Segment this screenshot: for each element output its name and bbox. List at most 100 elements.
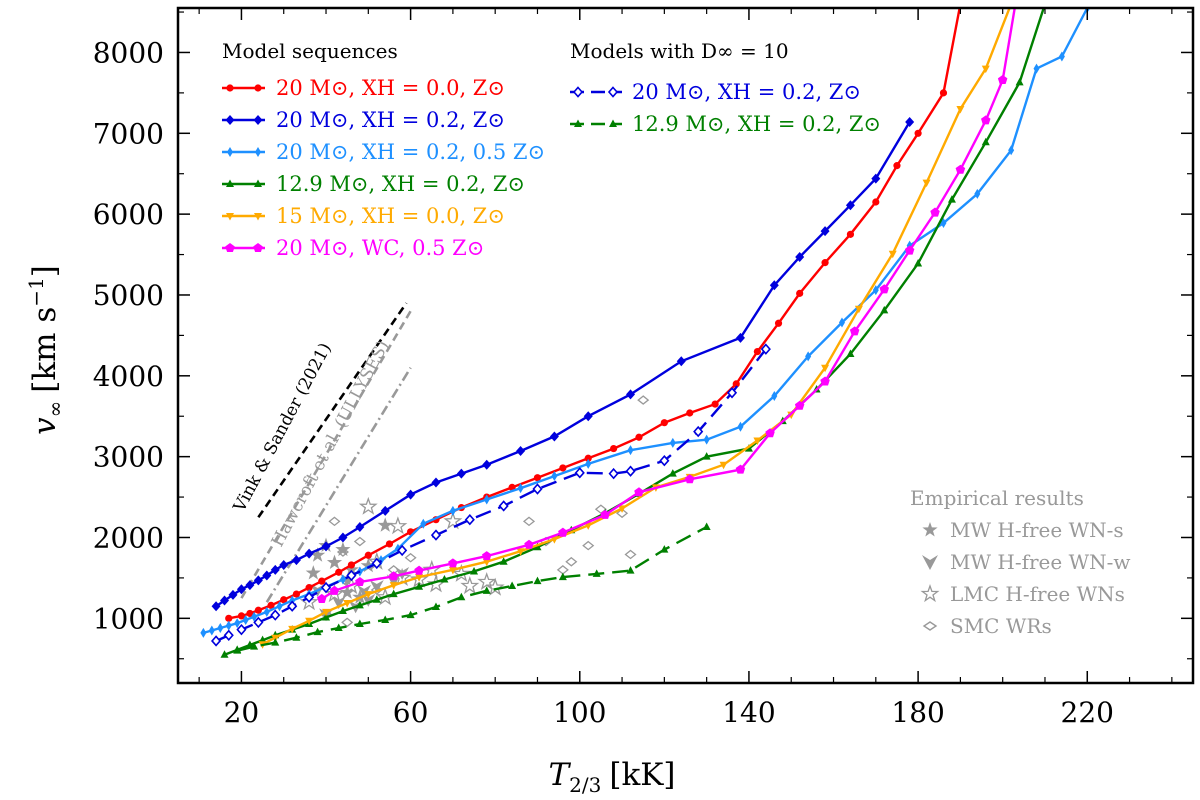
data-point [372,595,381,603]
data-point [914,258,923,267]
data-point [380,505,390,516]
data-point [292,633,301,641]
data-point [888,250,897,259]
data-point [753,437,762,445]
data-point [1008,145,1015,156]
data-point [322,613,331,621]
data-point [381,615,390,623]
legend-model-label: 20 M⊙, WC, 0.5 Z⊙ [276,236,484,260]
data-point [385,540,394,548]
data-point [388,571,399,581]
smc-wr-point [582,540,595,551]
data-point [234,618,241,629]
smc-wr-point [522,516,536,527]
y-tick-label: 5000 [93,279,164,312]
data-point [914,129,922,137]
data-point [854,305,863,314]
y-tick-label: 6000 [93,198,164,231]
data-point [771,391,778,402]
data-point [200,627,207,638]
data-point [634,487,644,497]
smc-wr-point [336,547,349,557]
data-point [584,454,592,462]
data-point [820,376,830,386]
data-point [753,347,761,356]
lmc-wn-point [443,511,463,530]
data-point [1058,51,1065,62]
data-point [347,561,355,569]
reference-line-1 [240,310,412,599]
data-point [610,444,618,453]
y-tick-label: 8000 [93,36,164,69]
data-point [524,539,534,549]
data-point [558,572,567,581]
data-point [355,521,365,532]
data-point [559,464,567,472]
data-point [313,627,322,636]
data-point [955,164,966,174]
smc-wr-point [404,552,417,563]
data-point [318,577,326,585]
data-point [794,400,805,410]
data-point [893,162,901,170]
data-point [305,617,314,626]
data-point [872,285,879,296]
legend-model-label: 15 M⊙, XH = 0.0, Z⊙ [276,204,505,228]
data-point [250,642,259,650]
legend-empirical-label: LMC H-free WNs [950,582,1125,606]
data-point [406,610,415,619]
data-point [210,635,222,647]
data-point [726,387,738,399]
data-point [321,541,331,552]
data-point [627,445,634,456]
data-point [871,173,881,184]
mw-wn-s-point [360,557,376,573]
data-point [339,574,346,585]
data-point [849,326,860,336]
legend-empirical-marker [922,555,938,570]
legend-empirical-marker [920,584,940,603]
series-20-m-xh-0-2-z [211,116,915,612]
data-point [533,576,542,585]
legend-model-swatch-marker [226,179,234,187]
data-point [457,592,466,601]
data-point [406,489,416,500]
legend-model-swatch-marker [225,243,235,252]
series-15-m-xh-0-0-z [258,8,1012,649]
data-point [415,582,424,590]
data-point [821,259,829,267]
legend-model-swatch-marker [253,243,263,252]
lmc-wn-point [451,563,471,582]
data-point [415,574,424,582]
data-point [981,115,991,125]
x-tick-label: 140 [722,696,775,729]
data-point [251,611,258,622]
data-point [1041,0,1049,7]
data-point [703,434,710,445]
data-point [420,518,427,529]
data-point [517,483,524,494]
data-point [456,468,466,479]
data-point [668,469,677,477]
data-point [317,593,327,603]
plot-frame [176,6,1195,685]
data-point [820,226,830,237]
data-point [304,591,315,604]
legend-empirical-label: MW H-free WN-s [950,518,1124,542]
legend-model-swatch-marker [254,213,262,221]
data-point [334,623,343,632]
mw-wn-s-point [335,541,351,557]
y-tick-label: 4000 [93,360,164,393]
data-point [355,600,364,609]
data-point [765,428,775,438]
data-point [939,89,948,97]
smc-wr-point [616,508,629,519]
data-point [223,629,234,642]
data-point [904,245,915,255]
data-point [659,454,670,467]
smc-wr-point [637,395,650,405]
data-point [685,474,695,484]
legend-model-label: 12.9 M⊙, XH = 0.2, Z⊙ [276,172,525,196]
data-point [879,284,889,294]
data-point [262,570,272,581]
